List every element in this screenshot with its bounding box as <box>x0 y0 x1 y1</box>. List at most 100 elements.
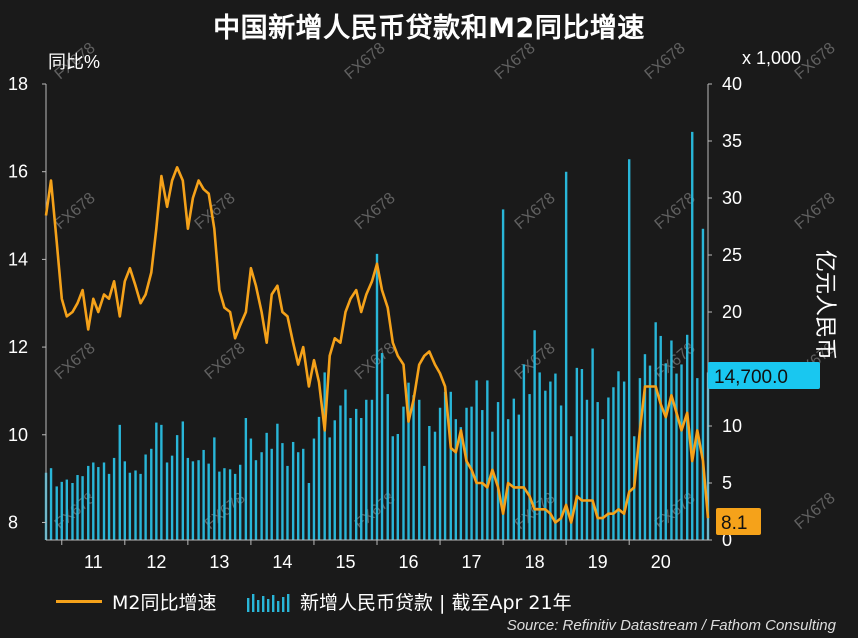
loan-bar <box>575 367 579 540</box>
loan-bar <box>554 373 557 540</box>
left-tick-label: 16 <box>8 162 28 182</box>
loan-bar <box>569 436 573 540</box>
loan-bar <box>175 435 179 540</box>
x-tick-label: 11 <box>84 552 103 572</box>
loan-bar <box>254 460 258 540</box>
loan-bar <box>328 437 331 540</box>
left-tick-label: 18 <box>8 74 28 94</box>
loan-bar <box>81 476 84 540</box>
loan-bar <box>181 421 185 540</box>
left-tick-label: 12 <box>8 337 28 357</box>
left-axis: 18 16 14 12 10 8 <box>8 74 47 540</box>
right-tick-label: 5 <box>722 473 732 493</box>
watermark-text: FX678 <box>512 190 559 233</box>
legend-line-label: M2同比增速 <box>112 592 217 614</box>
loan-bar <box>302 448 305 540</box>
loan-bar <box>244 418 248 540</box>
loan-bar <box>454 419 458 540</box>
legend-bar-swatch <box>247 593 290 612</box>
loan-bar <box>648 365 652 540</box>
loan-bar <box>296 452 300 540</box>
loan-bar <box>128 472 132 540</box>
loan-bar <box>307 483 311 540</box>
loan-bar <box>433 431 437 540</box>
loan-bar <box>270 448 273 540</box>
loan-bar <box>664 363 667 540</box>
loan-bar <box>701 228 705 540</box>
loan-bar <box>596 402 599 540</box>
loan-bar <box>202 449 205 540</box>
loan-bar <box>107 473 111 540</box>
loan-bar <box>591 348 594 540</box>
loan-bar <box>265 432 268 540</box>
loan-bar <box>375 253 379 541</box>
loan-bar <box>428 426 431 540</box>
loan-bar <box>685 334 689 540</box>
loan-bar <box>675 373 678 540</box>
loan-bar <box>654 322 657 540</box>
right-tick-label: 0 <box>722 530 732 550</box>
loan-bar <box>197 460 200 540</box>
loan-bar <box>92 462 95 540</box>
loan-bar <box>380 353 384 540</box>
right-tick-label: 30 <box>722 188 742 208</box>
loan-bar <box>386 394 389 540</box>
left-tick-label: 10 <box>8 425 28 445</box>
loan-bar <box>238 464 242 540</box>
loan-bar <box>512 398 516 540</box>
loan-bar <box>486 380 489 540</box>
loan-bar <box>323 372 326 540</box>
loan-bar <box>291 441 295 540</box>
x-tick-label: 18 <box>525 552 545 572</box>
loan-bar <box>517 414 521 540</box>
right-tick-label: 25 <box>722 245 742 265</box>
loan-bar <box>276 423 279 540</box>
x-tick-label: 20 <box>651 552 671 572</box>
loan-bar <box>102 462 106 540</box>
loan-bar <box>491 431 494 540</box>
right-value-tag <box>708 362 820 389</box>
legend-bar-item: 新增人民币贷款 | 截至Apr 21年 <box>246 588 572 615</box>
loan-bar <box>443 391 447 540</box>
x-tick-label: 13 <box>209 552 229 572</box>
loan-bar <box>449 391 452 540</box>
loan-bar <box>538 372 541 540</box>
watermark-text: FX678 <box>792 190 839 233</box>
loan-bar <box>218 471 221 540</box>
loan-bar <box>418 399 421 540</box>
loan-bar <box>344 389 347 540</box>
m2-series-line <box>44 166 710 524</box>
legend-bar-label: 新增人民币贷款 | 截至Apr 21年 <box>300 592 572 614</box>
left-value-tag-text: 8.1 <box>721 513 747 534</box>
chart-title: 中国新增人民币贷款和M2同比增速 <box>213 13 645 44</box>
loan-bar <box>407 382 410 540</box>
loan-bar <box>123 461 127 540</box>
loan-bar <box>312 438 316 540</box>
watermark-text: FX678 <box>52 340 99 383</box>
loan-bar <box>459 427 463 540</box>
watermark-text: FX678 <box>352 340 399 383</box>
loan-bar <box>438 407 442 540</box>
loan-bar <box>112 457 116 540</box>
left-tick-label: 8 <box>8 512 18 532</box>
loan-bar <box>118 424 121 540</box>
loan-bar <box>144 454 147 540</box>
loan-bar <box>481 410 484 540</box>
loan-bar <box>506 419 510 540</box>
loan-bar <box>370 399 374 540</box>
watermark-text: FX678 <box>342 40 389 83</box>
loan-bar <box>97 467 100 540</box>
watermark-text: FX678 <box>352 190 399 233</box>
legend-line-item: M2同比增速 <box>56 588 216 615</box>
loan-bar <box>155 422 158 540</box>
loan-bar <box>585 399 589 540</box>
loan-bar <box>680 364 683 540</box>
loan-bar <box>643 354 647 540</box>
loan-bar <box>260 452 263 540</box>
left-tick-label: 14 <box>8 249 28 269</box>
right-tick-label: 20 <box>722 302 742 322</box>
loan-bar <box>402 406 405 540</box>
loan-bar <box>139 473 142 540</box>
watermark-text: FX678 <box>52 190 99 233</box>
